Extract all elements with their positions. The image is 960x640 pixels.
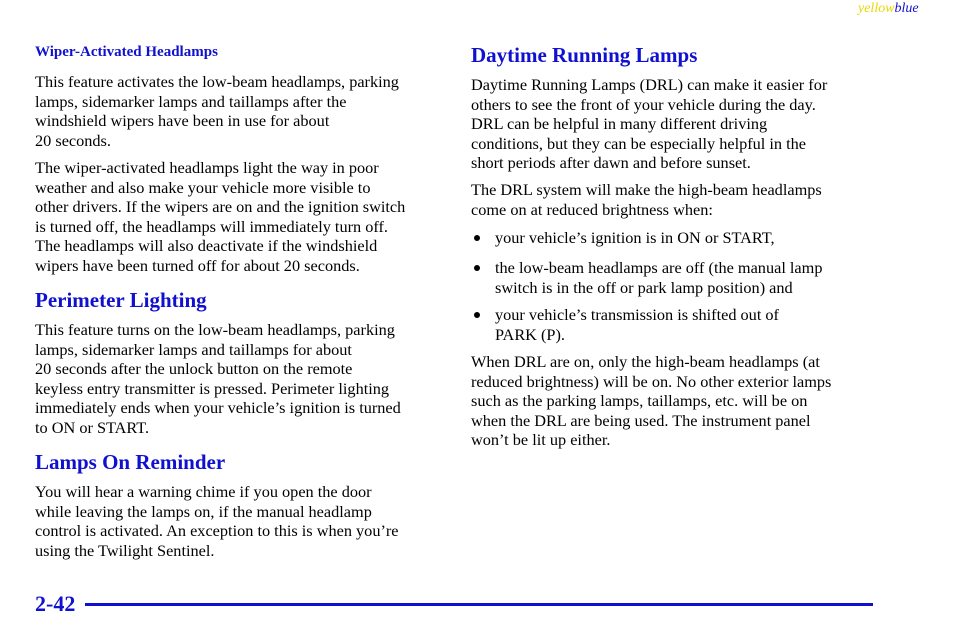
text-line: won’t be lit up either. xyxy=(471,430,611,450)
page-number: 2-42 xyxy=(35,591,76,616)
text-line: weather and also make your vehicle more … xyxy=(35,177,371,197)
text-line: when the DRL are being used. The instrum… xyxy=(471,410,811,430)
text-line: conditions, but they can be especially h… xyxy=(471,133,807,153)
text-line: 20 seconds after the unlock button on th… xyxy=(35,359,353,379)
text-line: is turned off, the headlamps will immedi… xyxy=(35,216,388,236)
text-line: others to see the front of your vehicle … xyxy=(471,94,816,114)
text-line: wipers have been turned off for about 20… xyxy=(35,256,360,275)
text-line: while leaving the lamps on, if the manua… xyxy=(35,501,372,521)
text-line: keyless entry transmitter is pressed. Pe… xyxy=(35,378,390,398)
text-line: come on at reduced brightness when: xyxy=(471,199,713,219)
text-line: This feature activates the low-beam head… xyxy=(35,72,399,91)
text-line: This feature turns on the low-beam headl… xyxy=(35,320,395,339)
text-line: lamps, sidemarker lamps and taillamps fo… xyxy=(35,339,352,359)
bullet xyxy=(474,265,480,271)
text-line: The headlamps will also deactivate if th… xyxy=(35,236,378,256)
text-line: using the Twilight Sentinel. xyxy=(35,540,215,560)
bullet xyxy=(474,312,480,318)
tag-yellow: yellow xyxy=(858,1,895,16)
text-line: your vehicle’s ignition is in ON or STAR… xyxy=(495,228,775,247)
text-line: the low-beam headlamps are off (the manu… xyxy=(495,258,823,277)
text-line: such as the parking lamps, taillamps, et… xyxy=(471,391,808,411)
text-line: windshield wipers have been in use for a… xyxy=(35,111,330,131)
section-heading: Perimeter Lighting xyxy=(35,288,207,312)
footer-rule xyxy=(85,603,873,606)
text-line: When DRL are on, only the high-beam head… xyxy=(471,352,820,371)
text-line: DRL can be helpful in many different dri… xyxy=(471,114,768,134)
text-line: lamps, sidemarker lamps and taillamps af… xyxy=(35,91,347,111)
text-line: The DRL system will make the high-beam h… xyxy=(471,180,822,199)
text-line: other drivers. If the wipers are on and … xyxy=(35,197,406,217)
text-line: switch is in the off or park lamp positi… xyxy=(495,277,793,297)
tag-blue: blue xyxy=(894,1,919,16)
subheading: Wiper-Activated Headlamps xyxy=(35,44,218,60)
bullet xyxy=(474,235,480,241)
text-line: 20 seconds. xyxy=(35,130,111,150)
text-line: reduced brightness) will be on. No other… xyxy=(471,371,832,391)
text-line: your vehicle’s transmission is shifted o… xyxy=(495,305,779,324)
text-line: to ON or START. xyxy=(35,418,150,437)
text-line: immediately ends when your vehicle’s ign… xyxy=(35,398,401,418)
text-line: short periods after dawn and before suns… xyxy=(471,153,751,173)
color-tag: yellowblue xyxy=(858,0,919,18)
text-line: control is activated. An exception to th… xyxy=(35,521,399,541)
section-heading: Daytime Running Lamps xyxy=(471,43,698,67)
text-line: PARK (P). xyxy=(495,324,565,344)
text-line: You will hear a warning chime if you ope… xyxy=(35,482,372,501)
text-line: Daytime Running Lamps (DRL) can make it … xyxy=(471,75,828,94)
text-line: The wiper-activated headlamps light the … xyxy=(35,158,379,177)
section-heading: Lamps On Reminder xyxy=(35,450,226,474)
